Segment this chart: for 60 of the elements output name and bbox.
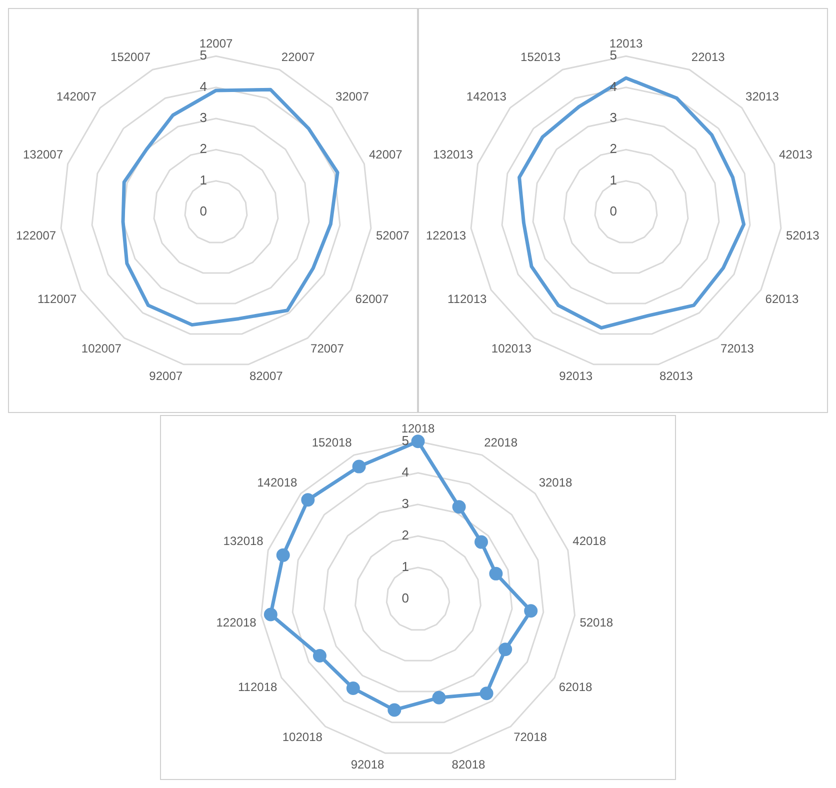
spoke-label: 32013	[746, 89, 780, 104]
spoke-label: 102013	[491, 342, 532, 356]
spoke-label: 22007	[281, 50, 316, 64]
y-tick-label: 3	[402, 496, 409, 512]
spoke-label: 52018	[580, 616, 614, 630]
spoke-label: 22013	[691, 50, 726, 64]
spoke-label: 132018	[223, 534, 264, 548]
spoke-label: 82007	[249, 368, 284, 383]
y-tick-label: 1	[610, 172, 617, 188]
spoke-label: 62007	[355, 292, 389, 306]
y-tick-label: 1	[200, 172, 207, 188]
y-tick-label: 2	[402, 528, 409, 543]
spoke-label: 122013	[426, 228, 466, 242]
spoke-label: 142007	[56, 89, 97, 104]
spoke-label: 62013	[765, 292, 799, 306]
spoke-label: 62018	[558, 680, 593, 694]
spoke-label: 32018	[538, 475, 573, 490]
y-tick-label: 5	[610, 48, 617, 63]
spoke-label: 42013	[778, 147, 813, 162]
spoke-label: 72018	[514, 730, 548, 744]
spoke-label: 112018	[238, 680, 278, 694]
spoke-label: 122018	[216, 616, 257, 630]
spoke-label: 42007	[368, 147, 403, 162]
spoke-label: 42018	[572, 534, 606, 548]
spoke-label: 122007	[16, 228, 56, 242]
y-tick-label: 3	[610, 110, 617, 126]
spoke-label: 152018	[312, 436, 352, 450]
spoke-label: 102018	[282, 730, 323, 744]
spoke-label: 92013	[559, 368, 593, 383]
spoke-label: 52013	[786, 228, 820, 242]
y-tick-label: 0	[402, 590, 409, 606]
y-tick-label: 0	[200, 204, 207, 219]
y-tick-label: 2	[200, 141, 207, 156]
spoke-label: 132013	[432, 147, 474, 162]
spoke-label: 32007	[336, 89, 370, 104]
spoke-label: 12007	[199, 36, 234, 50]
y-tick-label: 1	[402, 559, 409, 574]
y-tick-label: 4	[200, 78, 207, 94]
y-tick-label: 4	[402, 464, 409, 480]
y-tick-label: 2	[610, 141, 617, 156]
spoke-label: 92007	[149, 368, 183, 383]
spoke-label: 142013	[466, 89, 507, 104]
spoke-label: 92018	[350, 758, 385, 772]
y-tick-label: 0	[610, 204, 617, 219]
spoke-label: 82013	[659, 368, 694, 383]
spoke-label: 152007	[110, 50, 151, 64]
spoke-label: 112013	[448, 292, 488, 306]
spoke-label: 52007	[376, 228, 410, 242]
spoke-label: 12013	[609, 36, 644, 50]
spoke-label: 112007	[38, 292, 78, 306]
spoke-label: 142018	[257, 475, 298, 490]
spoke-label: 132007	[22, 147, 64, 162]
spoke-label: 22018	[484, 436, 518, 450]
spoke-label: 102007	[81, 342, 122, 356]
spoke-label: 72007	[310, 342, 344, 356]
spoke-label: 72013	[720, 342, 754, 356]
spoke-label: 82018	[452, 758, 486, 772]
y-tick-label: 5	[200, 48, 207, 63]
y-tick-label: 3	[200, 110, 207, 126]
spoke-label: 152013	[520, 50, 561, 64]
